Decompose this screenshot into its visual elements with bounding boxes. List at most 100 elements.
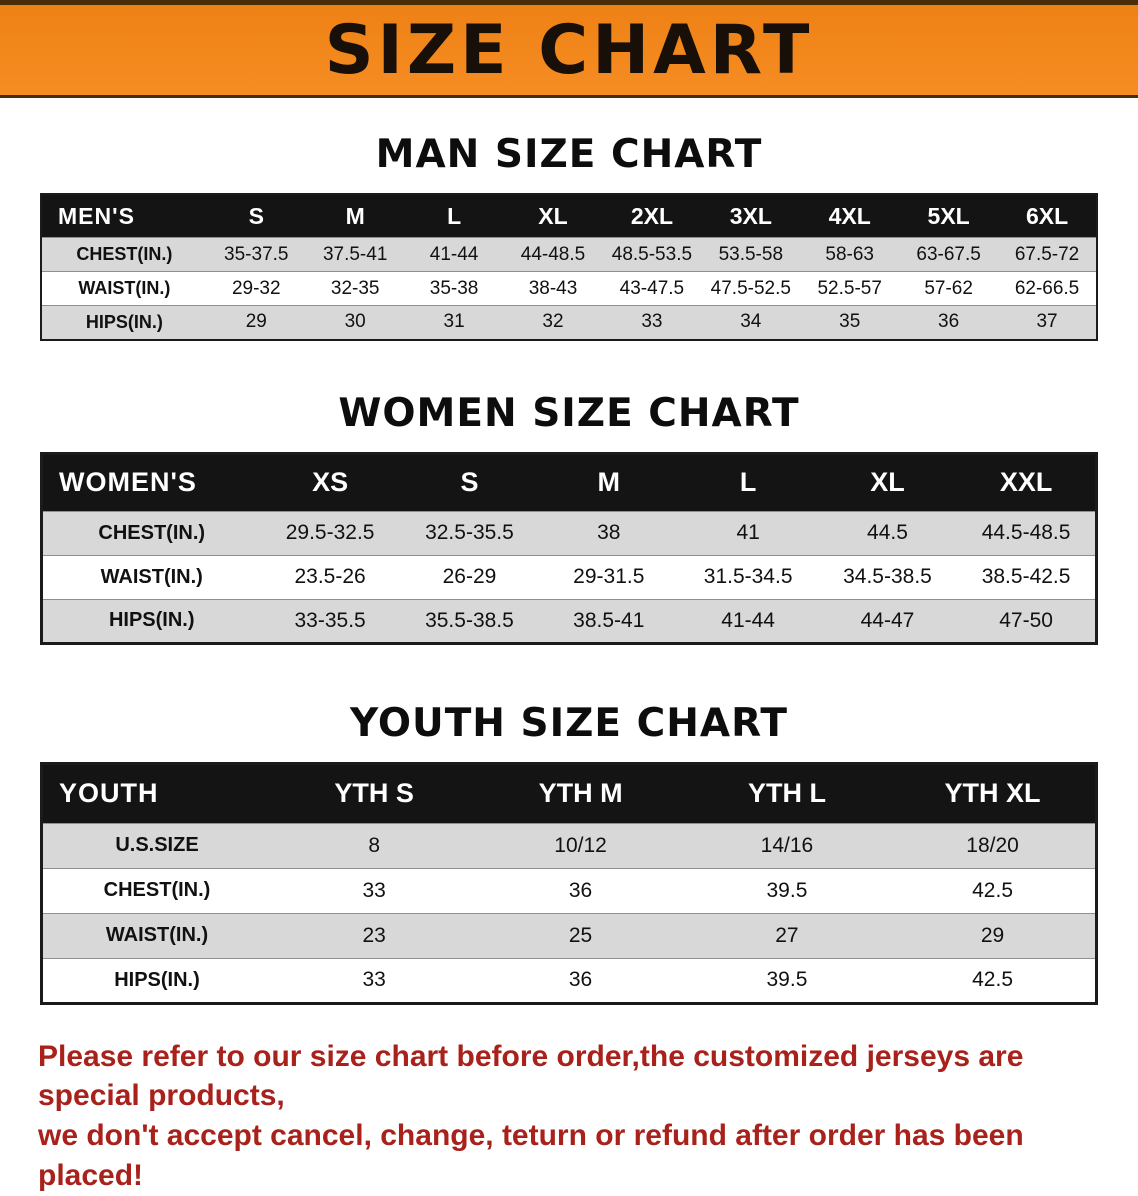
- table-cell: 53.5-58: [701, 238, 800, 272]
- table-cell: 43-47.5: [602, 272, 701, 306]
- table-cell: 41-44: [405, 238, 504, 272]
- banner-title: SIZE CHART: [325, 11, 814, 90]
- table-cell: 38.5-41: [539, 599, 678, 643]
- size-column-header: M: [306, 194, 405, 238]
- row-label: HIPS(IN.): [41, 306, 207, 340]
- men-section-heading: MAN SIZE CHART: [0, 132, 1138, 177]
- row-label: U.S.SIZE: [42, 823, 272, 868]
- size-column-header: 3XL: [701, 194, 800, 238]
- size-column-header: S: [400, 453, 539, 511]
- table-cell: 39.5: [684, 958, 890, 1003]
- table-cell: 29: [207, 306, 306, 340]
- row-label: CHEST(IN.): [42, 868, 272, 913]
- table-cell: 33: [602, 306, 701, 340]
- size-column-header: 2XL: [602, 194, 701, 238]
- notice-line-2: we don't accept cancel, change, teturn o…: [38, 1116, 1100, 1196]
- table-cell: 63-67.5: [899, 238, 998, 272]
- table-cell: 36: [899, 306, 998, 340]
- table-cell: 36: [477, 958, 683, 1003]
- table-cell: 38-43: [504, 272, 603, 306]
- table-cell: 31: [405, 306, 504, 340]
- table-cell: 32-35: [306, 272, 405, 306]
- table-cell: 23: [271, 913, 477, 958]
- size-column-header: L: [405, 194, 504, 238]
- size-column-header: XL: [818, 453, 957, 511]
- size-column-header: YTH XL: [890, 763, 1096, 823]
- table-cell: 38.5-42.5: [957, 555, 1096, 599]
- size-column-header: XXL: [957, 453, 1096, 511]
- table-cell: 52.5-57: [800, 272, 899, 306]
- table-cell: 33: [271, 958, 477, 1003]
- row-label: WAIST(IN.): [42, 913, 272, 958]
- table-cell: 18/20: [890, 823, 1096, 868]
- table-corner-label: MEN'S: [41, 194, 207, 238]
- table-cell: 29.5-32.5: [260, 511, 399, 555]
- table-cell: 14/16: [684, 823, 890, 868]
- row-label: WAIST(IN.): [41, 272, 207, 306]
- table-cell: 34.5-38.5: [818, 555, 957, 599]
- youth-section-heading: YOUTH SIZE CHART: [0, 701, 1138, 746]
- table-cell: 44.5: [818, 511, 957, 555]
- table-corner-label: WOMEN'S: [42, 453, 261, 511]
- table-cell: 10/12: [477, 823, 683, 868]
- table-cell: 35: [800, 306, 899, 340]
- table-cell: 23.5-26: [260, 555, 399, 599]
- table-cell: 47-50: [957, 599, 1096, 643]
- table-cell: 29-31.5: [539, 555, 678, 599]
- table-cell: 33-35.5: [260, 599, 399, 643]
- size-column-header: YTH M: [477, 763, 683, 823]
- table-cell: 32.5-35.5: [400, 511, 539, 555]
- table-cell: 30: [306, 306, 405, 340]
- size-column-header: S: [207, 194, 306, 238]
- size-column-header: M: [539, 453, 678, 511]
- table-cell: 29-32: [207, 272, 306, 306]
- size-column-header: 4XL: [800, 194, 899, 238]
- table-cell: 48.5-53.5: [602, 238, 701, 272]
- table-cell: 44-47: [818, 599, 957, 643]
- table-cell: 37.5-41: [306, 238, 405, 272]
- table-cell: 36: [477, 868, 683, 913]
- table-cell: 26-29: [400, 555, 539, 599]
- size-column-header: L: [678, 453, 817, 511]
- table-cell: 39.5: [684, 868, 890, 913]
- table-cell: 35-38: [405, 272, 504, 306]
- footer-notice: Please refer to our size chart before or…: [38, 1037, 1100, 1196]
- table-cell: 47.5-52.5: [701, 272, 800, 306]
- table-cell: 44.5-48.5: [957, 511, 1096, 555]
- row-label: CHEST(IN.): [42, 511, 261, 555]
- table-cell: 27: [684, 913, 890, 958]
- table-cell: 41-44: [678, 599, 817, 643]
- row-label: HIPS(IN.): [42, 599, 261, 643]
- table-cell: 32: [504, 306, 603, 340]
- table-cell: 42.5: [890, 958, 1096, 1003]
- size-column-header: YTH L: [684, 763, 890, 823]
- table-cell: 42.5: [890, 868, 1096, 913]
- size-column-header: XL: [504, 194, 603, 238]
- table-cell: 37: [998, 306, 1097, 340]
- banner: SIZE CHART: [0, 0, 1138, 98]
- row-label: HIPS(IN.): [42, 958, 272, 1003]
- table-cell: 67.5-72: [998, 238, 1097, 272]
- notice-line-1: Please refer to our size chart before or…: [38, 1037, 1100, 1117]
- table-cell: 8: [271, 823, 477, 868]
- table-cell: 29: [890, 913, 1096, 958]
- table-cell: 62-66.5: [998, 272, 1097, 306]
- table-corner-label: YOUTH: [42, 763, 272, 823]
- table-cell: 38: [539, 511, 678, 555]
- table-cell: 44-48.5: [504, 238, 603, 272]
- size-column-header: 5XL: [899, 194, 998, 238]
